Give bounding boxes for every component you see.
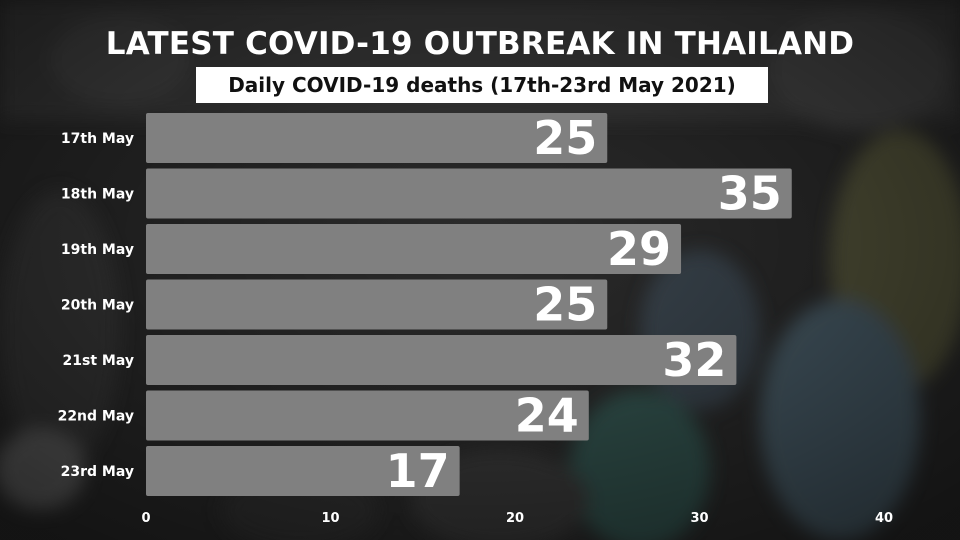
bar — [146, 279, 608, 330]
x-tick-label: 30 — [690, 511, 708, 526]
bar-value-label: 29 — [607, 222, 671, 276]
x-tick-label: 40 — [875, 511, 893, 526]
category-label: 19th May — [61, 242, 134, 258]
category-label: 18th May — [61, 187, 134, 203]
bar — [146, 335, 737, 385]
x-tick-label: 10 — [321, 511, 339, 526]
category-label: 21st May — [63, 353, 134, 369]
chart-subtitle: Daily COVID-19 deaths (17th-23rd May 202… — [228, 73, 736, 97]
bar — [146, 168, 792, 219]
bar — [146, 446, 460, 496]
x-tick-label: 0 — [141, 511, 150, 526]
bar — [146, 113, 608, 163]
x-tick-label: 20 — [506, 511, 524, 526]
category-label: 22nd May — [58, 409, 134, 425]
category-label: 23rd May — [61, 464, 134, 480]
category-label: 20th May — [61, 298, 134, 314]
bar-value-label: 17 — [386, 444, 450, 498]
chart-title: LATEST COVID-19 OUTBREAK IN THAILAND — [105, 26, 855, 62]
subtitle-banner: Daily COVID-19 deaths (17th-23rd May 202… — [196, 67, 768, 103]
bar-value-label: 24 — [515, 389, 579, 443]
bar — [146, 224, 682, 274]
bar-value-label: 25 — [533, 278, 597, 332]
category-label: 17th May — [61, 131, 134, 147]
bar-value-label: 35 — [718, 167, 782, 221]
bar — [146, 390, 589, 441]
bar-value-label: 25 — [533, 111, 597, 165]
bar-value-label: 32 — [662, 333, 726, 387]
